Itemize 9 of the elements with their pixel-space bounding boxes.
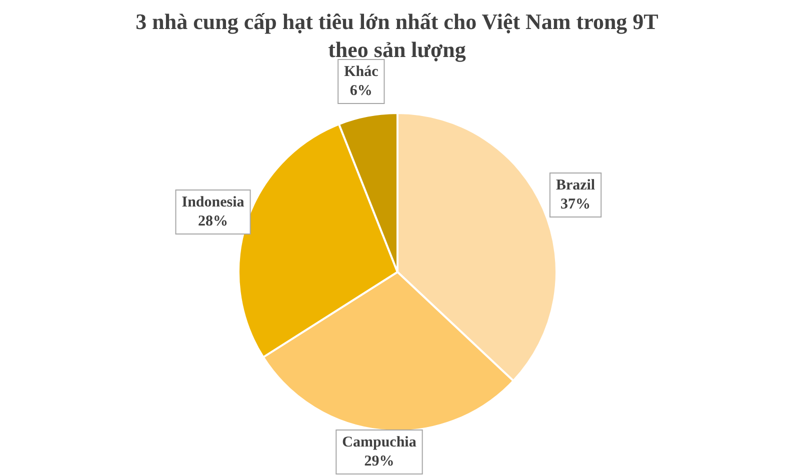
data-label: 37% — [560, 196, 591, 212]
slice-label: Brazil — [556, 177, 596, 194]
slice-label: Indonesia — [182, 194, 245, 210]
data-label: 28% — [198, 213, 228, 230]
chart-title: 3 nhà cung cấp hạt tiêu lớn nhất cho Việt Nam trong 9T theo sản lượng — [136, 9, 658, 62]
data-label: 29% — [364, 453, 394, 470]
slice-label: Khác — [344, 64, 379, 80]
slice-label: Campuchia — [342, 434, 417, 450]
data-label: 6% — [350, 82, 372, 99]
